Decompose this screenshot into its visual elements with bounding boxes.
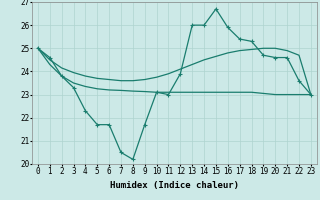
X-axis label: Humidex (Indice chaleur): Humidex (Indice chaleur) bbox=[110, 181, 239, 190]
